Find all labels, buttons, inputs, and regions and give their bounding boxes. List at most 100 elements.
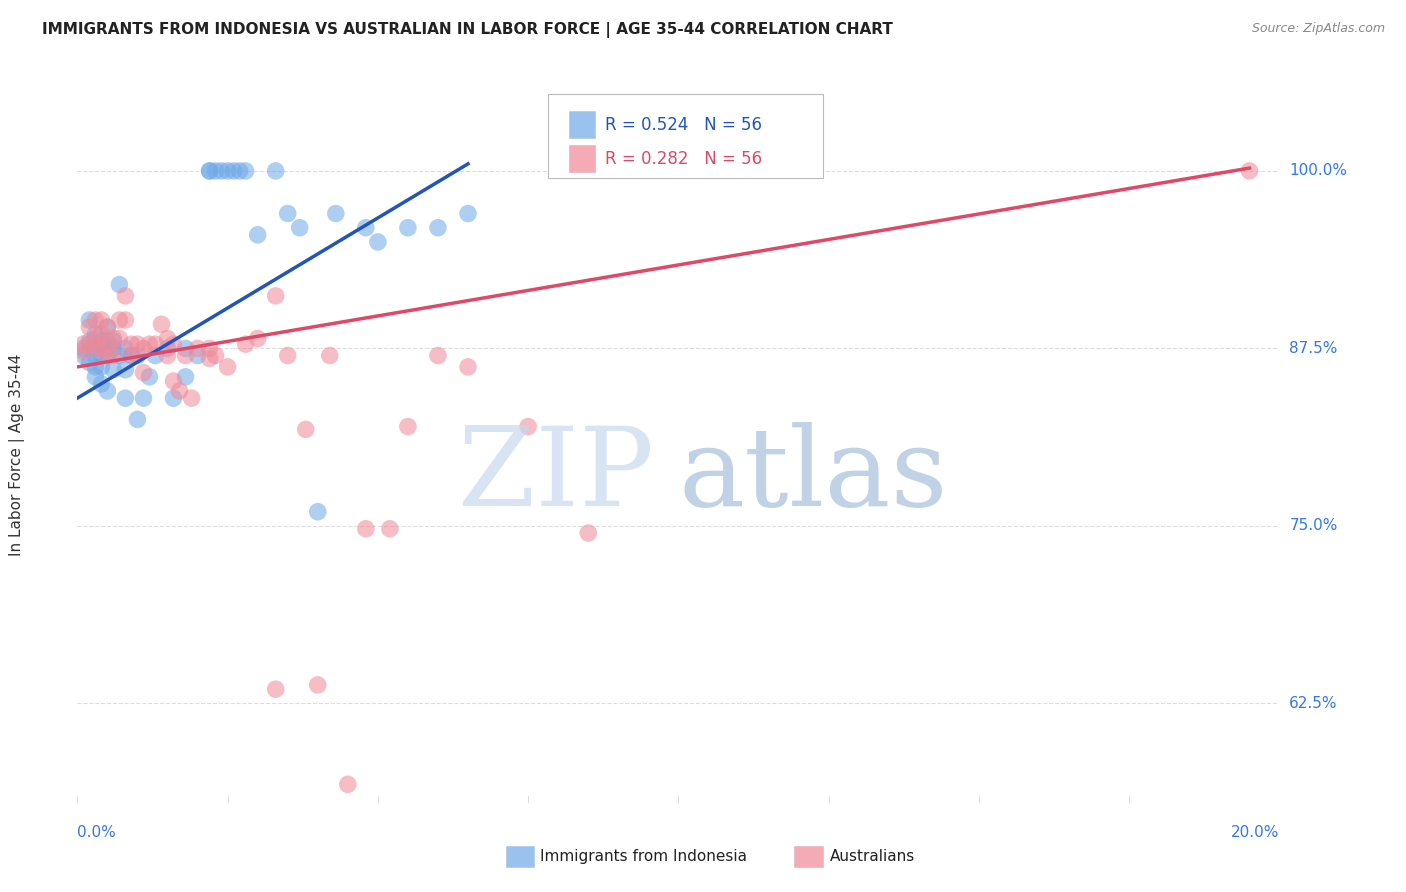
Point: [84, 369, 107, 384]
Point: [72, 344, 94, 359]
Text: 20.0%: 20.0%: [1232, 825, 1279, 840]
Point: [108, 349, 131, 363]
Point: [396, 419, 419, 434]
Point: [114, 342, 136, 356]
Point: [103, 331, 125, 345]
Point: [319, 349, 342, 363]
Text: 62.5%: 62.5%: [1289, 696, 1337, 711]
Point: [228, 164, 250, 178]
Text: 87.5%: 87.5%: [1289, 341, 1337, 356]
Point: [576, 526, 599, 541]
Point: [367, 235, 389, 249]
Point: [79, 337, 101, 351]
Point: [198, 342, 221, 356]
Point: [127, 349, 149, 363]
Point: [235, 164, 257, 178]
Point: [457, 359, 479, 374]
Point: [72, 337, 94, 351]
Point: [84, 349, 107, 363]
Point: [84, 359, 107, 374]
Point: [108, 277, 131, 292]
Point: [103, 342, 125, 356]
Point: [169, 384, 191, 398]
Point: [84, 331, 107, 345]
Point: [84, 342, 107, 356]
Point: [277, 349, 299, 363]
Point: [120, 337, 142, 351]
Point: [114, 362, 136, 376]
Point: [138, 337, 160, 351]
Point: [222, 164, 245, 178]
Point: [96, 384, 118, 398]
Point: [336, 777, 359, 791]
Point: [156, 349, 179, 363]
Point: [90, 359, 112, 374]
Point: [307, 505, 329, 519]
Point: [198, 164, 221, 178]
Point: [90, 334, 112, 349]
Point: [354, 522, 377, 536]
Point: [72, 349, 94, 363]
Point: [211, 164, 233, 178]
Text: atlas: atlas: [679, 422, 948, 529]
Point: [162, 337, 184, 351]
Text: Australians: Australians: [830, 849, 915, 863]
Text: Immigrants from Indonesia: Immigrants from Indonesia: [540, 849, 747, 863]
Point: [90, 342, 112, 356]
Point: [517, 419, 540, 434]
Point: [108, 313, 131, 327]
Point: [114, 289, 136, 303]
Point: [120, 349, 142, 363]
Point: [354, 220, 377, 235]
Point: [72, 342, 94, 356]
Point: [174, 342, 197, 356]
Text: R = 0.282   N = 56: R = 0.282 N = 56: [605, 150, 762, 168]
Point: [457, 206, 479, 220]
Point: [114, 313, 136, 327]
Point: [264, 164, 287, 178]
Point: [198, 164, 221, 178]
Point: [90, 349, 112, 363]
Point: [79, 334, 101, 349]
Point: [162, 391, 184, 405]
Point: [103, 362, 125, 376]
Point: [145, 337, 167, 351]
Point: [264, 682, 287, 697]
Point: [103, 334, 125, 349]
Point: [246, 331, 269, 345]
Point: [96, 334, 118, 349]
Point: [427, 220, 450, 235]
Point: [186, 342, 209, 356]
Point: [84, 342, 107, 356]
Text: R = 0.524   N = 56: R = 0.524 N = 56: [605, 116, 762, 134]
Text: Source: ZipAtlas.com: Source: ZipAtlas.com: [1251, 22, 1385, 36]
Point: [307, 678, 329, 692]
Point: [288, 220, 311, 235]
Point: [396, 220, 419, 235]
Point: [84, 313, 107, 327]
Point: [127, 337, 149, 351]
Point: [162, 374, 184, 388]
Point: [186, 349, 209, 363]
Point: [90, 327, 112, 342]
Point: [174, 349, 197, 363]
Point: [217, 359, 239, 374]
Point: [132, 366, 155, 380]
Text: 0.0%: 0.0%: [77, 825, 117, 840]
Point: [132, 391, 155, 405]
Point: [96, 349, 118, 363]
Point: [156, 342, 179, 356]
Point: [103, 349, 125, 363]
Point: [138, 369, 160, 384]
Point: [378, 522, 401, 536]
Text: In Labor Force | Age 35-44: In Labor Force | Age 35-44: [8, 354, 25, 556]
Point: [108, 331, 131, 345]
Point: [79, 320, 101, 334]
Point: [294, 422, 316, 436]
Point: [84, 327, 107, 342]
Point: [132, 342, 155, 356]
Point: [79, 356, 101, 370]
Point: [96, 349, 118, 363]
Point: [96, 320, 118, 334]
Text: 75.0%: 75.0%: [1289, 518, 1337, 533]
